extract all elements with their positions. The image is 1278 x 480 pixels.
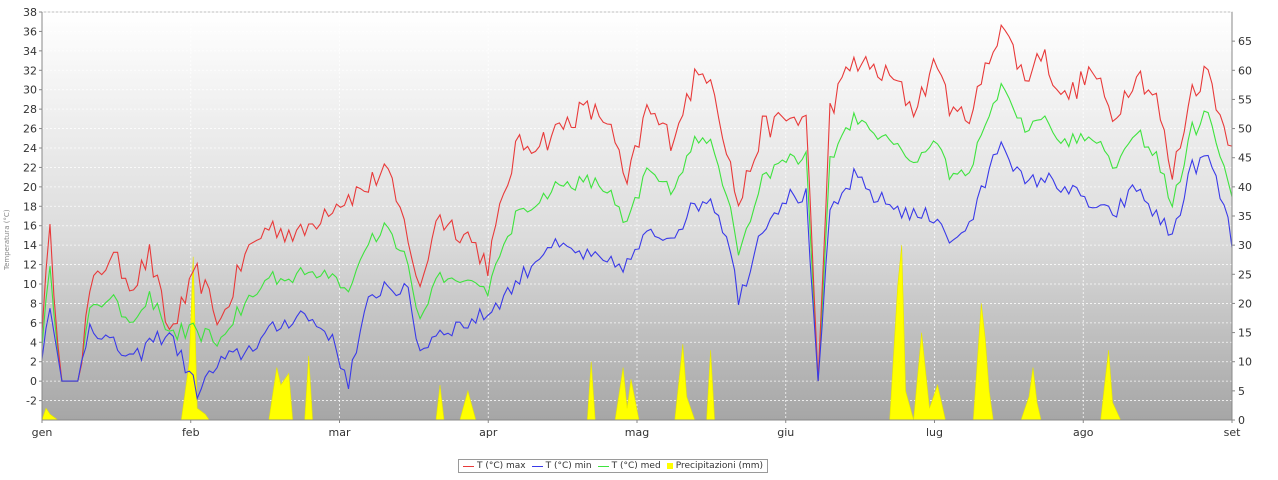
y2-tick-label: 45 [1238,152,1252,165]
y2-tick-label: 0 [1238,414,1245,427]
y-tick-label: 26 [23,123,37,136]
y2-tick-label: 50 [1238,123,1252,136]
y-tick-label: 38 [23,6,37,19]
y-tick-label: 30 [23,84,37,97]
legend-entry: T (°C) max [463,461,526,471]
x-tick-label: feb [182,426,200,439]
y-tick-label: 32 [23,64,37,77]
y2-tick-label: 25 [1238,268,1252,281]
y-tick-label: 6 [30,317,37,330]
y-tick-label: 22 [23,161,37,174]
y-tick-label: 34 [23,45,37,58]
x-tick-label: lug [926,426,943,439]
y-tick-label: -2 [26,395,37,408]
legend-swatch [463,465,474,467]
y-tick-label: 18 [23,200,37,213]
legend-label: T (°C) max [477,461,526,471]
x-tick-label: apr [479,426,498,439]
y2-tick-label: 40 [1238,181,1252,194]
series-line-tmed [41,82,1233,382]
y-tick-label: 2 [30,356,37,369]
y-tick-label: 4 [30,336,37,349]
y2-tick-label: 5 [1238,385,1245,398]
y-tick-label: 24 [23,142,37,155]
legend-entry: Precipitazioni (mm) [666,461,764,471]
x-tick-label: mag [625,426,649,439]
y-tick-label: 16 [23,220,37,233]
y-tick-label: 20 [23,181,37,194]
y-tick-label: 14 [23,239,37,252]
y2-tick-label: 35 [1238,210,1252,223]
legend-entry: T (°C) min [531,461,592,471]
series-line-tmax [41,23,1233,382]
legend-label: T (°C) med [611,461,661,471]
y-tick-label: 28 [23,103,37,116]
y-tick-label: 10 [23,278,37,291]
axes: -202468101214161820222426283032343638051… [23,6,1252,439]
y2-tick-label: 10 [1238,356,1252,369]
y2-tick-label: 20 [1238,297,1252,310]
x-tick-label: mar [329,426,351,439]
y2-tick-label: 65 [1238,35,1252,48]
x-tick-label: giu [777,426,794,439]
y-tick-label: 36 [23,25,37,38]
y-tick-label: 12 [23,259,37,272]
chart-legend: T (°C) max T (°C) min T (°C) med Precipitaz… [458,459,769,473]
y2-tick-label: 30 [1238,239,1252,252]
y-axis-label: Temperatura (°C) [3,209,11,270]
y2-tick-label: 60 [1238,64,1252,77]
temperature-lines [41,23,1233,401]
x-tick-label: gen [32,426,53,439]
y2-tick-label: 55 [1238,93,1252,106]
legend-label: Precipitazioni (mm) [675,461,764,471]
legend-swatch [531,465,543,467]
x-tick-label: ago [1073,426,1094,439]
y-tick-label: 8 [30,297,37,310]
legend-label: T (°C) min [545,461,592,471]
legend-entry: T (°C) med [597,461,661,471]
x-tick-label: set [1224,426,1241,439]
legend-swatch [597,465,609,467]
y2-tick-label: 15 [1238,327,1252,340]
y-tick-label: 0 [30,375,37,388]
series-line-tmin [41,140,1233,401]
legend-swatch [666,463,673,469]
